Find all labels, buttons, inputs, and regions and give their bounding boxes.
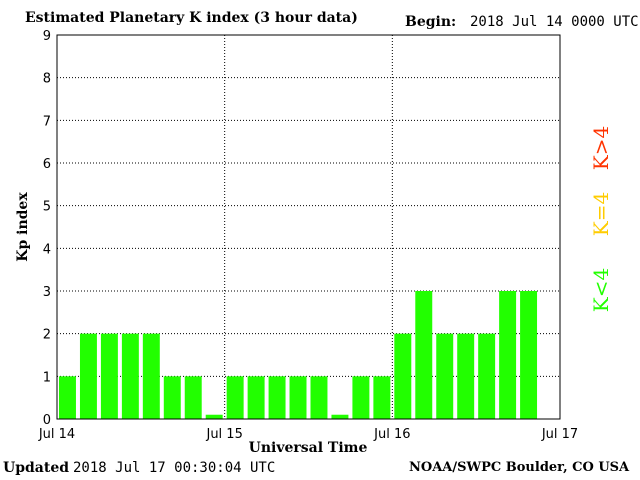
- chart-title: Estimated Planetary K index (3 hour data…: [25, 10, 358, 26]
- y-tick-label: 1: [43, 370, 51, 385]
- x-tick-labels: Jul 14 Jul 15 Jul 16 Jul 17: [38, 427, 578, 442]
- x-tick-label: Jul 14: [38, 427, 75, 442]
- kp-bar: [121, 333, 139, 419]
- kp-bar: [79, 333, 97, 419]
- updated-label: Updated: [3, 460, 70, 476]
- kp-bar: [289, 376, 307, 419]
- y-tick-label: 9: [43, 29, 51, 44]
- kp-bar: [478, 333, 496, 419]
- footer-credit: NOAA/SWPC Boulder, CO USA: [409, 460, 630, 475]
- kp-bar: [373, 376, 391, 419]
- kp-bar: [520, 291, 538, 419]
- y-tick-labels: 0 1 2 3 4 5 6 7 8 9: [43, 29, 51, 428]
- legend-k-above: K>4: [589, 126, 613, 170]
- updated-value: 2018 Jul 17 00:30:04 UTC: [73, 460, 276, 476]
- y-tick-label: 5: [43, 200, 51, 215]
- kp-bar: [352, 376, 370, 419]
- x-tick-label: Jul 17: [541, 427, 578, 442]
- kp-bar: [163, 376, 181, 419]
- plot-frame: [56, 34, 561, 420]
- grid-lines: [57, 34, 560, 419]
- legend-k-equal: K=4: [589, 192, 613, 236]
- y-tick-label: 7: [43, 114, 51, 129]
- x-tick-label: Jul 16: [373, 427, 410, 442]
- kp-bar: [142, 333, 160, 419]
- kp-bar: [436, 333, 454, 419]
- kp-bar: [59, 376, 76, 419]
- kp-bar: [415, 291, 433, 419]
- kp-bar: [331, 414, 349, 419]
- kp-bar: [184, 376, 202, 419]
- y-tick-label: 4: [43, 242, 51, 257]
- legend-k-below: K<4: [589, 268, 613, 312]
- x-axis-label: Universal Time: [249, 440, 368, 456]
- kp-bar: [394, 333, 412, 419]
- bars-group: [59, 291, 538, 419]
- y-tick-label: 0: [43, 413, 51, 428]
- y-tick-label: 6: [43, 157, 51, 172]
- kp-bar: [226, 376, 244, 419]
- kp-bar: [268, 376, 286, 419]
- x-tick-label: Jul 15: [205, 427, 242, 442]
- kp-bar: [247, 376, 265, 419]
- kp-bar: [205, 414, 223, 419]
- begin-label: Begin:: [405, 14, 457, 30]
- kp-bar: [310, 376, 328, 419]
- y-tick-label: 3: [43, 285, 51, 300]
- kp-bar: [100, 333, 118, 419]
- y-axis-label: Kp index: [15, 192, 31, 262]
- y-tick-label: 2: [43, 328, 51, 343]
- begin-value: 2018 Jul 14 0000 UTC: [470, 14, 639, 30]
- kp-bar: [457, 333, 475, 419]
- y-tick-label: 8: [43, 72, 51, 87]
- kp-bar: [499, 291, 517, 419]
